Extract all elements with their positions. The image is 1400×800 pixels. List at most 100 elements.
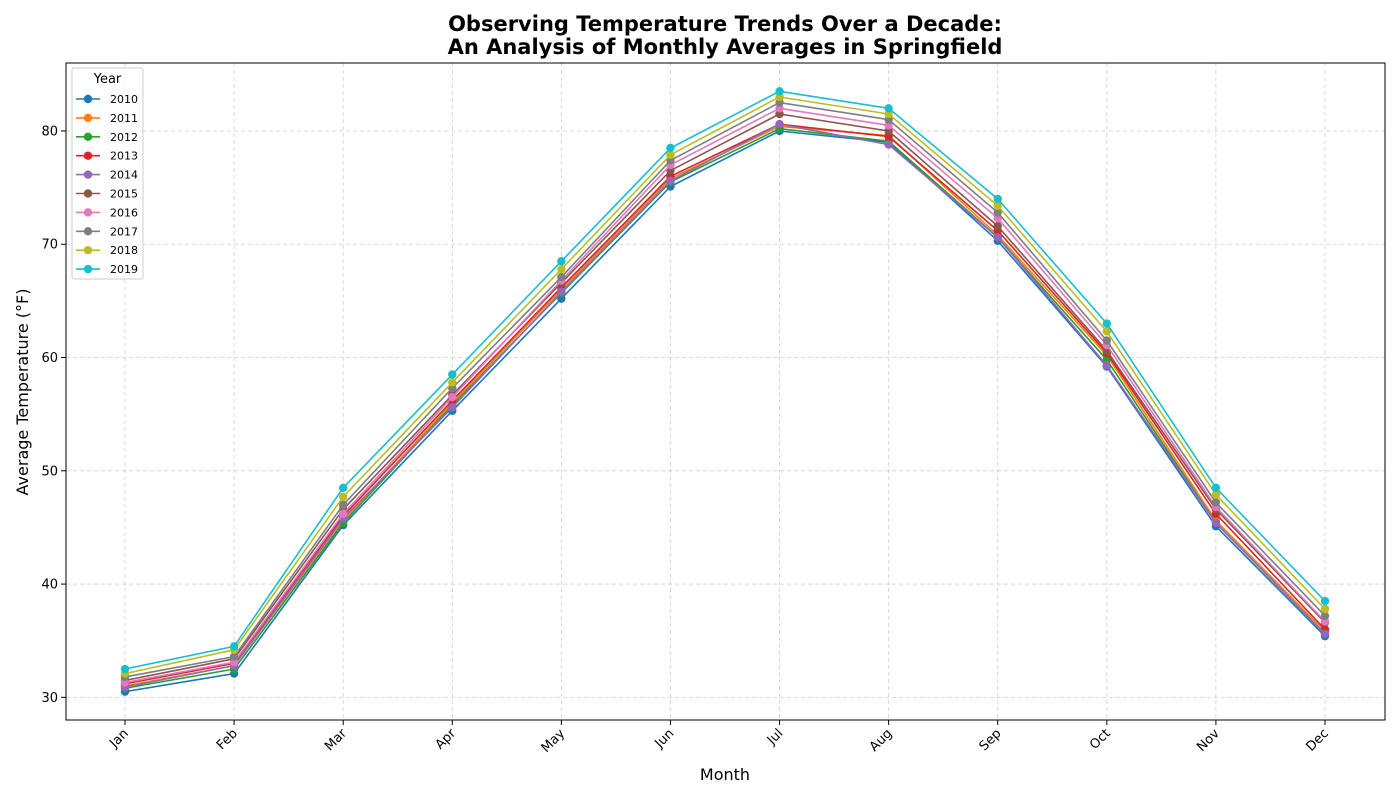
legend-item: 2014 [76,169,138,182]
legend-label: 2017 [110,225,138,238]
series-group [120,87,1330,696]
legend-marker [83,208,93,217]
data-point [229,642,239,651]
data-point [1102,361,1112,370]
legend: Year 2010 2011 2012 2013 2014 2015 2016 2017 2018… [71,67,144,280]
data-point [557,272,566,282]
x-tick-label: Jul [764,726,786,748]
y-tick-label: 40 [41,578,58,593]
data-point [1102,336,1112,345]
y-axis: 30 40 50 60 70 80 [41,124,66,706]
series-2016 [120,104,1330,687]
x-tick-label: Sep [977,726,1005,754]
series-2017 [120,98,1330,682]
data-point [448,403,457,412]
legend-label: 2014 [110,169,138,182]
legend-marker [83,113,93,123]
x-tick-label: Jan [106,726,131,751]
series-line [124,113,1326,682]
x-tick-label: Mar [322,726,350,754]
data-point [1320,604,1330,614]
data-point [557,264,566,274]
data-point [1211,498,1221,507]
data-point [1320,596,1330,606]
y-tick-label: 30 [41,691,58,706]
x-tick-label: Dec [1303,726,1331,754]
data-point [1211,518,1221,528]
data-point [448,370,457,379]
legend-item: 2011 [76,112,138,125]
legend-item: 2013 [76,150,138,163]
series-2013 [120,119,1330,688]
y-axis-label: Average Temperature (°F) [13,289,32,496]
data-point [993,208,1002,217]
data-point [1211,483,1221,492]
series-line [124,107,1326,684]
legend-marker [83,227,93,236]
x-tick-label: Apr [433,726,460,753]
data-point [993,201,1002,210]
series-2015 [120,109,1330,685]
legend-item: 2010 [76,93,138,106]
data-point [775,119,784,129]
y-tick-label: 80 [41,124,58,139]
x-tick-label: Feb [214,726,241,753]
data-point [120,664,130,674]
data-point [1320,611,1330,620]
legend-label: 2015 [110,188,138,201]
data-point [557,257,566,266]
legend-label: 2019 [110,263,138,276]
legend-marker [83,132,93,141]
chart-title-line-2: An Analysis of Monthly Averages in Sprin… [448,35,1003,59]
y-tick-label: 60 [41,351,58,366]
data-point [338,483,348,492]
x-tick-label: Nov [1194,726,1223,755]
legend-item: 2012 [76,131,138,144]
legend-title: Year [93,72,122,87]
legend-marker [83,151,93,160]
legend-label: 2018 [110,244,138,257]
data-point [666,176,675,186]
legend-item: 2016 [76,206,138,219]
data-point [775,87,784,96]
legend-marker [83,170,93,179]
legend-item: 2015 [76,188,138,201]
legend-marker [83,189,93,198]
x-tick-label: Aug [867,726,896,755]
data-point [884,140,893,149]
data-point [557,287,566,297]
legend-marker [83,246,93,255]
legend-item: 2018 [76,244,138,257]
data-point [666,150,675,159]
data-point [666,143,675,153]
series-line [124,96,1326,675]
series-2012 [120,124,1330,693]
series-line [124,127,1326,690]
legend-item: 2017 [76,225,138,238]
x-tick-label: Oct [1087,726,1114,753]
legend-item: 2019 [76,263,138,276]
data-point [993,194,1002,204]
data-point [993,221,1002,231]
series-line [124,90,1326,670]
data-point [1320,629,1330,639]
data-point [884,104,893,113]
data-point [338,509,348,519]
data-point [229,652,239,661]
legend-marker [83,264,93,274]
data-point [448,378,457,387]
series-line [124,123,1326,688]
data-point [993,233,1002,242]
x-axis-label: Month [700,765,750,784]
series-2019 [120,87,1330,674]
series-line [124,130,1326,693]
legend-label: 2011 [110,112,138,125]
legend-label: 2013 [110,150,138,163]
legend-marker [83,94,93,104]
legend-label: 2016 [110,206,138,219]
x-tick-label: Jun [652,726,678,752]
data-point [1102,319,1112,328]
x-axis: Jan Feb Mar Apr May Jun Jul Aug Sep Oct Nov Dec [106,720,1332,756]
plot-frame [65,62,1386,721]
